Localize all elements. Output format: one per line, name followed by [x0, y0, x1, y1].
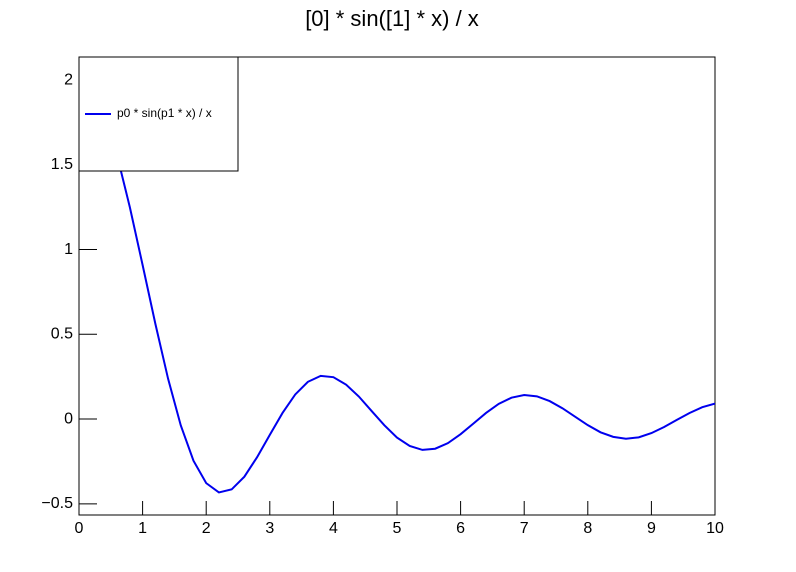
x-tick-label: 3	[265, 520, 274, 537]
legend-label: p0 * sin(p1 * x) / x	[117, 106, 212, 120]
x-tick-label: 1	[138, 520, 147, 537]
x-tick-label: 7	[520, 520, 529, 537]
x-tick-label: 6	[456, 520, 465, 537]
y-tick-label: −0.5	[41, 495, 73, 512]
legend: p0 * sin(p1 * x) / x	[78, 56, 239, 172]
x-tick-label: 4	[329, 520, 338, 537]
y-tick-label: 0	[64, 410, 73, 427]
y-tick-label: 1	[64, 241, 73, 258]
chart-title: [0] * sin([1] * x) / x	[305, 6, 479, 31]
x-tick-label: 2	[202, 520, 211, 537]
x-tick-label: 10	[706, 520, 724, 537]
x-tick-label: 5	[393, 520, 402, 537]
y-tick-label: 1.5	[51, 156, 73, 173]
y-tick-label: 2	[64, 71, 73, 88]
x-tick-label: 8	[583, 520, 592, 537]
x-tick-label: 9	[647, 520, 656, 537]
x-tick-label: 0	[75, 520, 84, 537]
data-line	[90, 88, 715, 494]
y-tick-label: 0.5	[51, 326, 73, 343]
